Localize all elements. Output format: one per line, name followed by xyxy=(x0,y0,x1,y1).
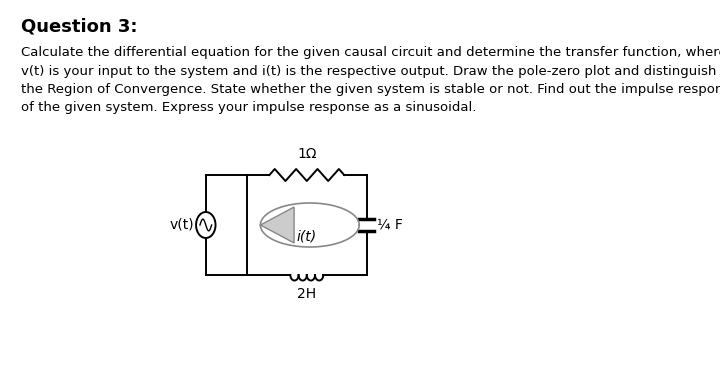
Text: v(t): v(t) xyxy=(169,218,194,232)
Text: 2H: 2H xyxy=(297,287,316,301)
Text: 1Ω: 1Ω xyxy=(297,147,317,161)
Text: Question 3:: Question 3: xyxy=(21,18,138,36)
Text: Calculate the differential equation for the given causal circuit and determine t: Calculate the differential equation for … xyxy=(21,46,720,114)
Text: i(t): i(t) xyxy=(297,230,317,244)
Polygon shape xyxy=(261,207,294,243)
Text: ¼ F: ¼ F xyxy=(377,218,403,232)
